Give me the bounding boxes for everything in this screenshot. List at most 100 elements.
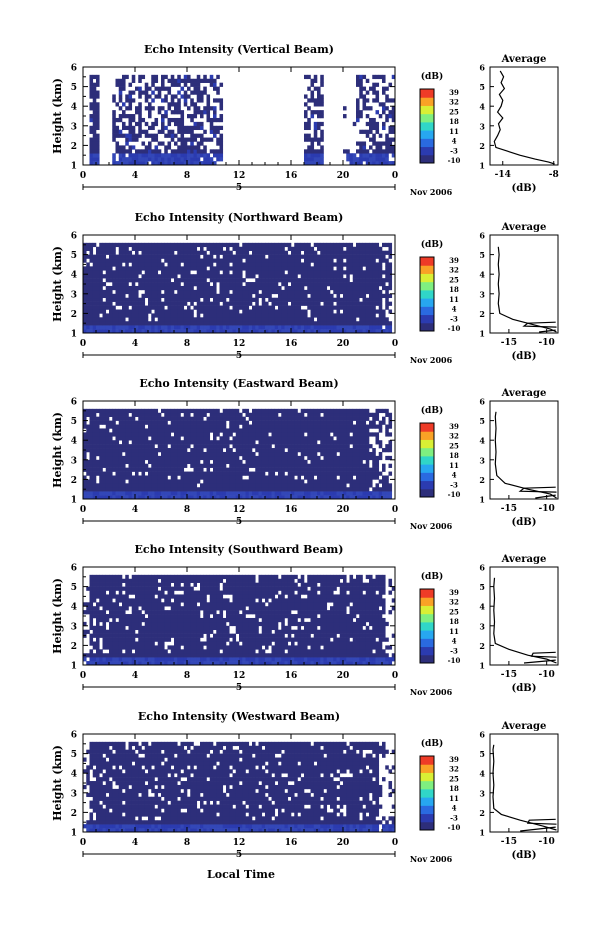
heatmap-cell	[83, 412, 87, 417]
heatmap-cell	[307, 289, 311, 295]
heatmap-cell	[180, 94, 185, 99]
heatmap-cell	[180, 125, 185, 131]
heatmap-cell	[86, 432, 90, 437]
heatmap-cell	[310, 424, 315, 429]
heatmap-cell	[190, 289, 194, 295]
heatmap-cell	[365, 121, 370, 127]
heatmap-cell	[135, 297, 139, 302]
heatmap-cell	[326, 266, 331, 271]
heatmap-cell	[268, 428, 272, 433]
heatmap-cell	[135, 274, 139, 279]
heatmap-cell	[164, 416, 168, 421]
heatmap-cell	[274, 467, 279, 472]
heatmap-cell	[313, 432, 318, 437]
heatmap-cell	[187, 157, 191, 162]
heatmap-cell	[300, 440, 305, 445]
heatmap-cell	[148, 448, 152, 453]
heatmap-cell	[222, 282, 227, 287]
heatmap-cell	[252, 420, 256, 425]
heatmap-cell	[180, 459, 185, 465]
heatmap-cell	[131, 313, 136, 318]
heatmap-cell	[297, 416, 302, 421]
heatmap-cell	[219, 293, 224, 299]
heatmap-cell	[115, 313, 120, 318]
heatmap-cell	[180, 479, 185, 484]
heatmap-cell	[232, 254, 237, 259]
heatmap-cell	[213, 278, 217, 283]
heatmap-cell	[336, 270, 341, 275]
heatmap-cell	[206, 270, 211, 275]
heatmap-cell	[349, 313, 354, 318]
heatmap-cell	[343, 278, 347, 283]
heatmap-cell	[265, 285, 269, 291]
heatmap-cell	[378, 455, 383, 461]
heatmap-cell	[190, 424, 194, 429]
heatmap-cell	[300, 483, 305, 488]
heatmap-cell	[164, 471, 168, 476]
heatmap-cell	[330, 475, 334, 480]
heatmap-cell	[369, 301, 373, 306]
heatmap-cell	[284, 262, 289, 267]
heatmap-cell	[239, 440, 243, 445]
heatmap-cell	[96, 266, 100, 271]
heatmap-cell	[284, 254, 289, 259]
heatmap-cell	[206, 110, 211, 115]
heatmap-cell	[317, 153, 321, 158]
heatmap-cell	[349, 309, 354, 314]
heatmap-cell	[245, 289, 250, 295]
heatmap-cell	[180, 305, 185, 310]
heatmap-cell	[115, 270, 120, 275]
heatmap-cell	[213, 242, 217, 248]
heatmap-cell	[229, 282, 233, 287]
heatmap-cell	[161, 114, 165, 119]
heatmap-cell	[284, 475, 289, 480]
heatmap-cell	[362, 483, 367, 488]
heatmap-cell	[265, 440, 269, 445]
heatmap-cell	[323, 495, 328, 500]
heatmap-cell	[200, 301, 204, 306]
heatmap-cell	[122, 149, 126, 154]
heatmap-cell	[333, 432, 337, 437]
heatmap-cell	[382, 293, 386, 299]
average-y-tick-label: 5	[479, 82, 485, 92]
heatmap-cell	[261, 440, 266, 445]
heatmap-cell	[183, 471, 188, 476]
colorbar-segment	[420, 298, 434, 307]
heatmap-cell	[157, 424, 162, 429]
heatmap-cell	[320, 161, 324, 166]
heatmap-cell	[307, 161, 311, 166]
heatmap-cell	[245, 420, 250, 425]
heatmap-cell	[323, 250, 328, 255]
heatmap-cell	[352, 258, 357, 263]
heatmap-cell	[291, 297, 295, 302]
heatmap-cell	[265, 293, 269, 299]
heatmap-cell	[154, 285, 159, 291]
heatmap-cell	[258, 309, 263, 314]
heatmap-cell	[343, 483, 347, 488]
heatmap-cell	[200, 412, 204, 417]
heatmap-cell	[343, 285, 347, 291]
heatmap-cell	[128, 408, 133, 414]
heatmap-cell	[356, 495, 360, 500]
heatmap-cell	[128, 82, 133, 87]
heatmap-cell	[284, 293, 289, 299]
heatmap-cell	[278, 475, 282, 480]
heatmap-cell	[154, 289, 159, 295]
heatmap-cell	[245, 471, 250, 476]
heatmap-cell	[167, 321, 172, 326]
heatmap-cell	[330, 424, 334, 429]
heatmap-cell	[271, 475, 276, 480]
heatmap-cell	[365, 278, 370, 283]
heatmap-cell	[151, 82, 155, 87]
heatmap-cell	[206, 444, 211, 449]
heatmap-cell	[138, 297, 142, 302]
heatmap-cell	[297, 459, 302, 465]
heatmap-cell	[365, 471, 370, 476]
heatmap-cell	[307, 467, 311, 472]
heatmap-cell	[89, 321, 94, 326]
heatmap-cell	[300, 479, 305, 484]
heatmap-cell	[349, 455, 354, 461]
heatmap-cell	[86, 487, 90, 492]
heatmap-cell	[307, 451, 311, 457]
heatmap-cell	[109, 475, 113, 480]
